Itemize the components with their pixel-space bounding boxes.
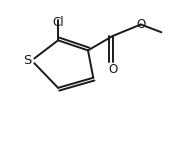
Text: Cl: Cl	[52, 16, 64, 29]
Text: O: O	[108, 63, 117, 76]
Text: O: O	[136, 18, 145, 31]
Text: S: S	[23, 54, 32, 67]
